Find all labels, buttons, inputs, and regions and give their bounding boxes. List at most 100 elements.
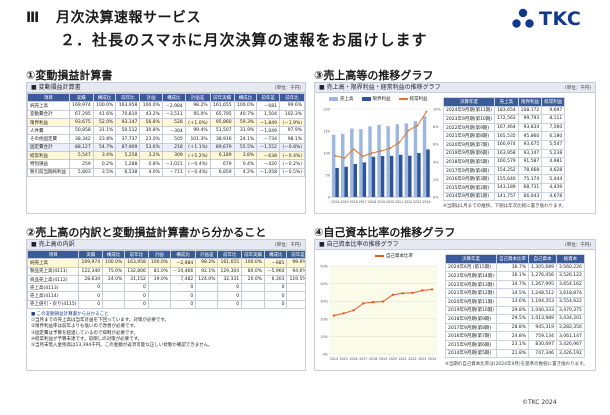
x-tick-label: 2018 (368, 200, 376, 204)
q4-unit: (単位：千円) (564, 243, 591, 248)
x-tick-label: 2020 (386, 200, 394, 204)
table-cell: 1,194,353 (528, 296, 557, 307)
table-cell: 56.8% (139, 117, 163, 128)
table-row: 売上値引・戻り(4115) 0 0 0 0 0 (27, 299, 305, 310)
table-cell: 3,526,122 (555, 271, 585, 281)
table-cell: 33.6% (496, 296, 530, 307)
table-cell: 売上高(4113) (27, 283, 80, 293)
table-cell: 2021年9月期(第8期) (442, 131, 496, 141)
table-cell: 108,172 (517, 105, 543, 116)
table-cell: 売上高(4114) (27, 291, 80, 301)
table-row: 変動費合計 67,295 41.6% 70,810 43.2% －3,511 95.0% 65… (27, 109, 305, 119)
table-cell: 75,174 (517, 174, 543, 184)
column-header: 構成比 (170, 249, 197, 260)
table-cell: 純売上高 (27, 101, 70, 111)
x-tick-label: 2016 (350, 200, 358, 204)
column-header: 総資本 (555, 254, 585, 264)
table-cell: 99.6% (279, 101, 305, 111)
table-cell: 6,180 (541, 131, 566, 141)
table-cell: 限界利益 (27, 117, 70, 128)
point-ordinary-profit (361, 155, 364, 158)
table-cell: 0 (124, 299, 149, 310)
y-tick-label: 20% (320, 317, 328, 321)
table-cell: (－1.9%) (279, 117, 305, 128)
note-item: ①当月までの売上高は当年計画を下回っています。対策が必要です。 (31, 318, 169, 324)
table-cell: 2019年9月期(第10期) (444, 305, 498, 316)
table-cell: 34.7% (496, 279, 530, 290)
table-cell: －2,984 (170, 258, 197, 268)
table-cell: 98.1% (279, 134, 305, 144)
table-cell: 2014年9月期(第5期) (444, 348, 498, 359)
point-equity-ratio (421, 289, 424, 292)
table-cell: 99.4% (184, 126, 211, 136)
y-tick-label: 0 (328, 196, 330, 200)
table-row: 限界利益 93,675 52.0% 93,147 56.8% 528 (＋1.0%) 95,8… (27, 117, 305, 128)
q3-panel: ■ 売上高・限界利益・経常利益の推移グラフ (単位：千円) 売上高 限界利益 経… (314, 82, 596, 214)
y2-tick-label: 6% (433, 143, 439, 147)
table-cell: 37,737 (115, 134, 141, 144)
table-cell: 80.0% (241, 266, 266, 276)
table-cell: 4,981 (541, 157, 566, 167)
table-cell: 132,806 (124, 266, 149, 276)
bar-margin (399, 154, 403, 197)
table-cell: 特別損益 (27, 159, 70, 169)
table-row: その他固定費 38,342 23.8% 37,737 23.0% 505 101.3% 38,… (27, 134, 305, 144)
table-cell: 20.0% (241, 274, 266, 285)
bar-margin (353, 163, 357, 197)
table-cell: 163,958 (124, 258, 149, 268)
point-equity-ratio (381, 300, 385, 303)
table-cell: －681 (264, 258, 288, 268)
x-tick-label: 2014 (330, 357, 338, 361)
table-cell: 68,731 (517, 182, 543, 193)
table-cell: 163,958 (115, 101, 141, 111)
table-cell: 38,916 (209, 134, 235, 144)
table-cell: 183,654 (494, 105, 519, 116)
section-number: Ⅲ (26, 10, 40, 26)
table-row: 2017年9月期(第4期) 154,252 78,668 4,628 (442, 165, 566, 176)
x-tick-label: 2020 (389, 357, 397, 361)
section-heading: Ⅲ 月次決算速報サービス (26, 7, 201, 27)
tkc-logo: TKC (510, 6, 581, 32)
bar-margin (380, 156, 385, 197)
table-cell: 5,238 (541, 148, 566, 159)
section-title: 月次決算速報サービス (56, 10, 201, 26)
sales-history-table: 決算年度 売上高 限界利益 経常利益 2024年9月期(第11期) 183,654 108… (442, 97, 566, 202)
x-tick-label: 2024 (422, 200, 430, 204)
table-row: 2014年9月期(第1期) 141,757 66,043 4,678 (442, 191, 566, 202)
table-cell: 93,147 (115, 117, 141, 128)
table-cell: 3,654,162 (555, 279, 585, 290)
table-cell: 6,303 (264, 274, 288, 285)
column-header: 前年比 (217, 249, 243, 260)
table-cell: (＋1.0%) (184, 117, 211, 128)
table-cell: 24.1% (233, 134, 258, 144)
table-cell (147, 299, 172, 310)
table-cell: 169,974 (68, 101, 94, 111)
table-cell: 4,678 (541, 191, 566, 202)
table-cell: 98.2% (184, 101, 211, 111)
table-cell: 4.2% (233, 167, 258, 177)
table-cell (195, 299, 219, 310)
point-equity-ratio (411, 291, 414, 295)
table-cell: 2021年9月期(第12期) (444, 288, 498, 298)
table-cell: 3,554,622 (555, 296, 585, 307)
table-cell: 309 (161, 151, 186, 161)
table-cell (195, 283, 219, 293)
table-cell: 6,538 (115, 167, 141, 177)
bar-margin (335, 167, 339, 197)
y-tick-label: 0% (322, 353, 328, 357)
table-cell: 3.5% (92, 167, 117, 177)
table-cell: 固定費合計 (27, 142, 70, 153)
column-header: 実績 (78, 249, 104, 260)
point-ordinary-profit (343, 156, 346, 159)
y2-tick-label: 10% (433, 108, 441, 112)
bar-margin (344, 166, 348, 197)
table-cell: －3,511 (161, 109, 186, 119)
table-cell: 87,909 (115, 142, 141, 153)
table-cell: 1,276,456 (528, 271, 557, 281)
table-cell: 3.4% (92, 151, 117, 161)
table-cell: 31,152 (124, 274, 149, 285)
y-tick-label: 50 (326, 174, 330, 178)
note-item: ④経常利益が予算未達です。前倒しの対策が必要です。 (31, 336, 143, 342)
table-cell: 54.7% (92, 142, 117, 153)
